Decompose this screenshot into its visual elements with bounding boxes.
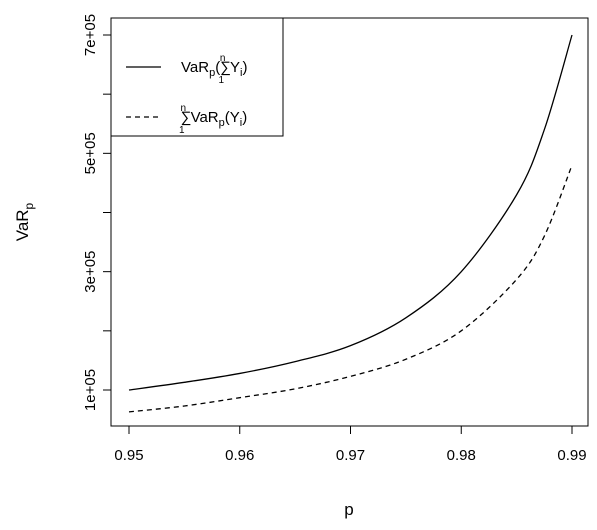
x-axis: 0.95 0.96 0.97 0.98 0.99 bbox=[114, 426, 587, 464]
y-tick-label: 1e+05 bbox=[82, 369, 99, 411]
x-tick-label: 0.98 bbox=[447, 447, 476, 464]
series-line-solid bbox=[128, 34, 573, 391]
x-tick-label: 0.96 bbox=[225, 447, 254, 464]
legend: VaRp(∑n 1Yi) ∑n 1VaRp(Yi) bbox=[110, 17, 284, 137]
y-tick-label: 5e+05 bbox=[82, 132, 99, 174]
series-layer bbox=[128, 34, 573, 413]
y-axis: 1e+05 3e+05 5e+05 7e+05 bbox=[82, 14, 111, 411]
plot-frame bbox=[110, 17, 589, 427]
x-tick-label: 0.95 bbox=[114, 447, 143, 464]
x-tick-label: 0.99 bbox=[557, 447, 586, 464]
y-tick-label: 3e+05 bbox=[82, 251, 99, 293]
x-axis-title: p bbox=[344, 500, 353, 519]
series-line-dashed bbox=[128, 164, 573, 413]
x-tick-label: 0.97 bbox=[336, 447, 365, 464]
y-tick-label: 7e+05 bbox=[82, 14, 99, 56]
legend-box bbox=[110, 17, 284, 137]
y-axis-title: VaRp bbox=[13, 202, 36, 241]
